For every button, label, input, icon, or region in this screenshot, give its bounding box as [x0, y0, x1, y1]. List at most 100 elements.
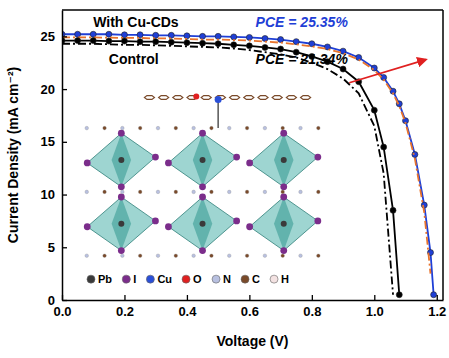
carbon-ring — [173, 96, 183, 100]
inset-legend-label: Pb — [98, 273, 112, 285]
lead-atom — [200, 221, 206, 227]
annotation: PCE = 21.34% — [256, 51, 349, 67]
organic-atom — [103, 254, 107, 258]
carbon-ring — [159, 96, 169, 100]
frame-right — [442, 10, 444, 300]
y-axis-title: Current Density (mA cm⁻²) — [5, 67, 21, 243]
inset-legend-swatch — [87, 275, 95, 283]
series-marker — [262, 44, 268, 50]
organic-atom — [121, 254, 125, 258]
iodine-atom — [280, 130, 287, 137]
iodine-atom — [165, 160, 172, 167]
x-tick: 0.8 — [303, 295, 321, 319]
organic-atom — [192, 126, 196, 130]
series-marker — [371, 65, 377, 71]
organic-atom — [281, 126, 285, 130]
iodine-atom — [199, 194, 206, 201]
x-tick-mark — [312, 295, 313, 300]
y-tick: 20 — [41, 82, 67, 97]
organic-atom — [174, 254, 178, 258]
carbon-ring — [286, 96, 296, 100]
organic-atom — [103, 126, 107, 130]
x-tick-label: 1.0 — [366, 304, 384, 319]
x-tick-label: 0.8 — [303, 304, 321, 319]
y-tick: 10 — [41, 187, 67, 202]
x-axis: 0.00.20.40.60.81.01.2 — [53, 295, 446, 319]
series-marker — [200, 40, 206, 46]
series-marker — [431, 292, 437, 298]
series-marker — [184, 40, 190, 46]
iodine-atom — [314, 217, 321, 224]
organic-atom — [138, 126, 142, 130]
series-marker — [153, 32, 159, 38]
organic-atom — [245, 190, 249, 194]
octahedron — [87, 133, 155, 187]
organic-atom — [227, 190, 231, 194]
series-marker — [90, 31, 96, 37]
y-tick-mark — [62, 247, 67, 248]
lead-atom — [200, 157, 206, 163]
series-marker — [215, 33, 221, 39]
octahedron-face — [112, 133, 131, 187]
iodine-atom — [152, 154, 159, 161]
series-marker — [278, 37, 284, 43]
organic-atom — [121, 190, 125, 194]
carbon-ring — [201, 96, 211, 100]
x-tick-label: 0.6 — [241, 304, 259, 319]
series-marker — [396, 292, 402, 298]
series-marker — [412, 151, 418, 157]
organic-atom — [138, 254, 142, 258]
arrow — [349, 60, 426, 83]
organic-atom — [245, 126, 249, 130]
series-marker — [106, 38, 112, 44]
series-marker — [75, 38, 81, 44]
series-marker — [390, 207, 396, 213]
x-tick: 0.6 — [241, 295, 259, 319]
organic-atom — [299, 190, 303, 194]
x-tick-label: 0.4 — [178, 304, 197, 319]
iodine-atom — [314, 154, 321, 161]
series-marker — [75, 31, 81, 37]
iodine-atom — [118, 247, 125, 254]
x-tick-mark — [124, 295, 125, 300]
organic-atom — [317, 190, 321, 194]
x-tick: 1.0 — [366, 295, 384, 319]
series-marker — [121, 38, 127, 44]
series-marker — [184, 33, 190, 39]
carbon-ring — [230, 96, 240, 100]
plot-area — [62, 31, 437, 297]
iodine-atom — [118, 194, 125, 201]
y-tick-mark — [62, 300, 67, 301]
y-tick-label: 20 — [41, 82, 55, 97]
organic-atom — [263, 190, 267, 194]
series-marker — [153, 39, 159, 45]
octahedron — [250, 197, 318, 251]
inset-legend-label: N — [223, 273, 231, 285]
x-tick-mark — [437, 295, 438, 300]
y-tick-mark — [62, 142, 67, 143]
iodine-atom — [233, 217, 240, 224]
x-tick-mark — [249, 295, 250, 300]
y-axis: 0510152025 — [41, 11, 67, 308]
series-marker — [246, 43, 252, 49]
annotation: PCE = 25.35% — [256, 14, 349, 30]
inset-legend-swatch — [241, 275, 249, 283]
y-tick: 5 — [48, 240, 67, 255]
frame-top — [62, 9, 443, 11]
oxygen-atom — [193, 94, 199, 100]
organic-atom — [85, 190, 89, 194]
iodine-atom — [199, 130, 206, 137]
carbon-ring — [244, 96, 254, 100]
iodine-atom — [246, 223, 253, 230]
organic-atom — [299, 126, 303, 130]
lead-atom — [118, 221, 124, 227]
series-line — [62, 37, 431, 273]
y-tick: 15 — [41, 134, 67, 149]
organic-atom — [85, 254, 89, 258]
organic-atom — [281, 254, 285, 258]
series-marker — [381, 144, 387, 150]
octahedron-face — [274, 197, 293, 251]
x-tick-label: 0.2 — [116, 304, 134, 319]
carbon-ring — [144, 96, 154, 100]
octahedron — [168, 197, 236, 251]
